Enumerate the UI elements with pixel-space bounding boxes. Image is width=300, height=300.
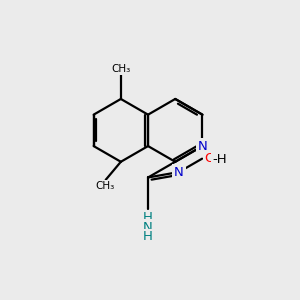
Text: -H: -H — [212, 153, 226, 166]
Text: N: N — [174, 166, 184, 178]
Text: H: H — [143, 211, 153, 224]
Text: H: H — [143, 230, 153, 244]
Text: CH₃: CH₃ — [95, 181, 114, 191]
Text: CH₃: CH₃ — [111, 64, 130, 74]
Text: N: N — [143, 221, 153, 234]
Text: O: O — [204, 152, 214, 165]
Text: N: N — [198, 140, 207, 153]
